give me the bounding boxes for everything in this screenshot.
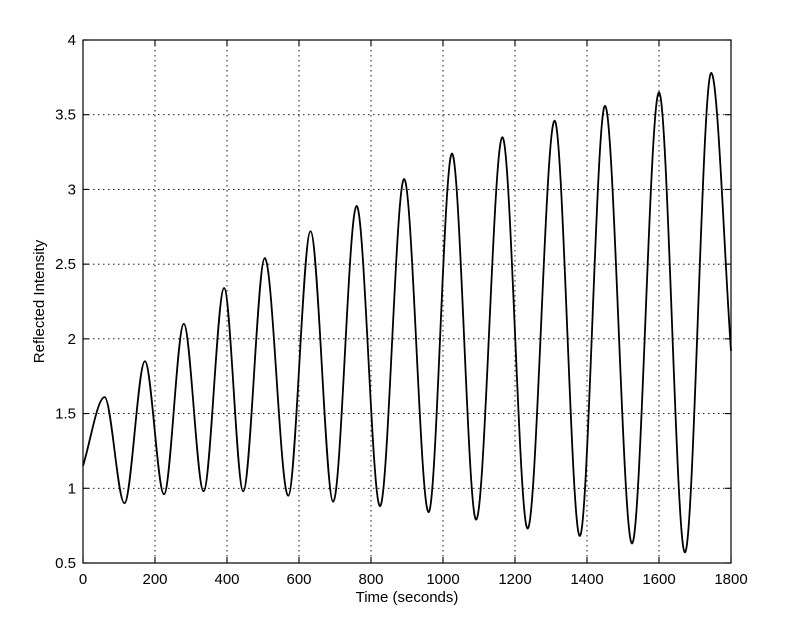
x-tick-label: 800 xyxy=(358,571,383,588)
y-tick: 2 xyxy=(68,331,731,348)
x-tick: 600 xyxy=(286,40,312,588)
y-tick-label: 3.5 xyxy=(55,107,76,124)
x-tick: 1200 xyxy=(498,40,532,588)
x-tick-label: 1800 xyxy=(714,571,747,588)
x-tick: 1400 xyxy=(570,40,604,588)
x-tick-label: 1000 xyxy=(426,571,459,588)
x-tick-label: 1400 xyxy=(570,571,603,588)
x-axis-label: Time (seconds) xyxy=(356,589,459,606)
x-tick: 400 xyxy=(214,40,240,588)
series-layer xyxy=(82,71,732,554)
y-tick-label: 2.5 xyxy=(55,256,76,273)
plot-frame xyxy=(82,39,732,564)
x-tick: 800 xyxy=(358,40,384,588)
x-tick-label: 0 xyxy=(79,571,87,588)
series-line xyxy=(82,71,732,554)
y-tick-label: 2 xyxy=(68,331,76,348)
x-tick-label: 600 xyxy=(286,571,311,588)
x-tick-label: 1600 xyxy=(642,571,675,588)
y-tick: 1.5 xyxy=(55,406,731,423)
y-tick: 3 xyxy=(68,181,731,198)
y-tick-label: 1 xyxy=(68,480,76,497)
x-tick-label: 400 xyxy=(214,571,239,588)
y-tick-label: 3 xyxy=(68,181,76,198)
y-tick-label: 0.5 xyxy=(55,555,76,572)
y-tick: 1 xyxy=(68,480,731,497)
y-tick: 3.5 xyxy=(55,107,731,124)
y-tick-label: 4 xyxy=(68,32,76,49)
x-tick: 1000 xyxy=(426,40,460,588)
x-tick-label: 1200 xyxy=(498,571,531,588)
y-tick-label: 1.5 xyxy=(55,406,76,423)
x-tick: 200 xyxy=(142,40,168,588)
x-tick-label: 200 xyxy=(142,571,167,588)
y-tick: 2.5 xyxy=(55,256,731,273)
y-axis-label: Reflected Intensity xyxy=(31,239,48,363)
grid xyxy=(83,40,731,563)
x-tick: 1600 xyxy=(642,40,676,588)
axis-ticks: 0 200 400 600 800 1000 1200 1400 1600 1800 0.5 1 1.5… xyxy=(55,32,748,588)
